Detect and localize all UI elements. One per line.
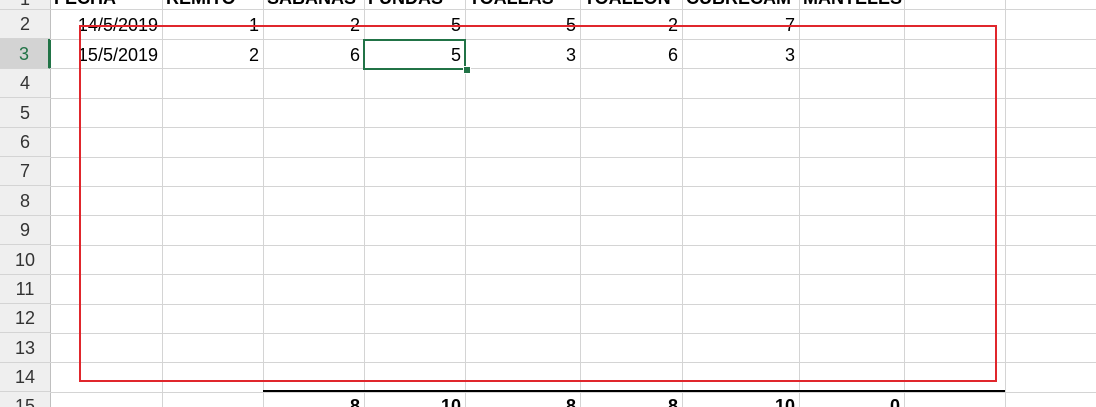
row-gridline [50,157,1096,158]
red-annotation-box [79,25,997,382]
row-header-1[interactable]: 1 [0,0,50,10]
header-toallon[interactable]: TOALLON [580,0,682,12]
active-cell-border [363,39,466,70]
row-header-7[interactable]: 7 [0,157,50,186]
row-header-15[interactable]: 15 [0,392,50,407]
row-header-8[interactable]: 8 [0,186,50,216]
row-gridline [50,362,1096,363]
cell-cubrecam[interactable]: 3 [784,45,795,65]
header-toallas[interactable]: TOALLAS [465,0,580,12]
row-gridline [50,392,1096,393]
cell-fundas-active[interactable]: 5 [450,45,461,65]
row-gridline [50,127,1096,128]
row-header-2[interactable]: 2 [0,10,50,39]
col-gridline [162,0,163,407]
col-gridline [465,0,466,407]
row-header-5[interactable]: 5 [0,98,50,128]
header-cubrecam[interactable]: CUBRECAM [682,0,799,12]
row-gridline [50,186,1096,187]
row-header-10[interactable]: 10 [0,245,50,275]
cell-fecha[interactable]: 15/5/2019 [77,45,158,65]
totals-top-border [263,390,1005,392]
total-fundas[interactable]: 10 [440,396,461,407]
row-gridline [50,274,1096,275]
fill-handle[interactable] [463,66,471,74]
header-manteles[interactable]: MANTELES [799,0,929,12]
col-gridline [904,0,905,407]
row-gridline [50,98,1096,99]
cell-toallon[interactable]: 6 [667,45,678,65]
row-header-9[interactable]: 9 [0,216,50,245]
total-toallas[interactable]: 8 [565,396,576,407]
row-gridline [50,68,1096,69]
col-gridline [580,0,581,407]
row-header-6[interactable]: 6 [0,128,50,157]
cell-toallas[interactable]: 3 [565,45,576,65]
col-gridline [364,0,365,407]
row-gridline [50,215,1096,216]
row-gridline [50,9,1096,10]
row-gridline [50,39,1096,40]
row-header-14[interactable]: 14 [0,363,50,392]
col-gridline [799,0,800,407]
header-remito[interactable]: REMITO [162,0,263,12]
cell-remito[interactable]: 2 [248,45,259,65]
col-gridline [263,0,264,407]
total-manteles[interactable]: 0 [889,396,900,407]
header-sabanas[interactable]: SABANAS [263,0,364,12]
row-gridline [50,245,1096,246]
row-gridline [50,333,1096,334]
row-gridline [50,304,1096,305]
row-header-12[interactable]: 12 [0,304,50,333]
total-sabanas[interactable]: 8 [349,396,360,407]
total-cubrecam[interactable]: 10 [774,396,795,407]
row-header-13[interactable]: 13 [0,333,50,363]
header-fecha[interactable]: FECHA [50,0,162,12]
header-fundas[interactable]: FUNDAS [364,0,465,12]
total-toallon[interactable]: 8 [667,396,678,407]
col-gridline [1005,0,1006,407]
row-header-3[interactable]: 3 [0,39,51,69]
row-header-11[interactable]: 11 [0,275,50,304]
cell-sabanas[interactable]: 6 [349,45,360,65]
col-gridline [682,0,683,407]
row-header-4[interactable]: 4 [0,69,50,98]
